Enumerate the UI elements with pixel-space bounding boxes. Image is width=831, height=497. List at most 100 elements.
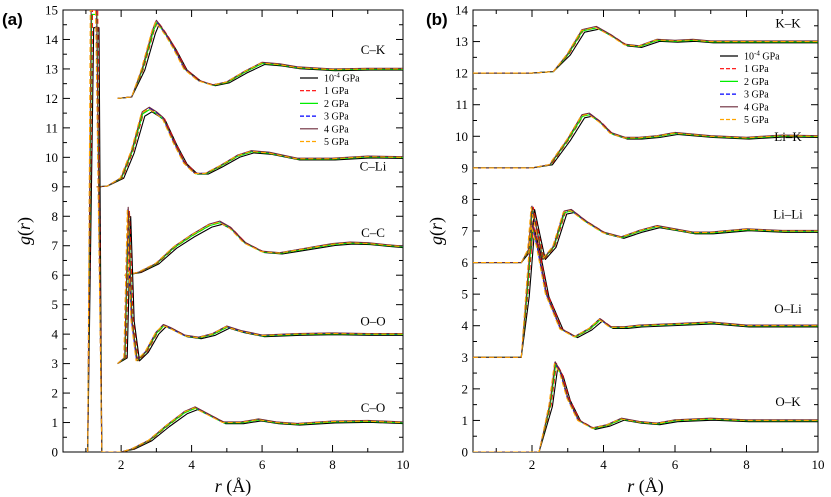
panel-a-legend-label: 10-4 GPa <box>324 72 360 85</box>
panel-a-curve-c-o-4-gpa <box>87 10 403 452</box>
panel-a-xtick-label: 2 <box>118 457 125 472</box>
panel-b-xtick-label: 4 <box>600 457 607 472</box>
panel-b-pair-label: K–K <box>775 15 801 30</box>
panel-b-curve-o-li-10-4-gpa <box>473 229 818 358</box>
panel-a-xtick-label: 8 <box>329 457 336 472</box>
panel-b-curve-li-li-5-gpa <box>473 206 818 264</box>
panel-a-ytick-label: 3 <box>52 356 59 371</box>
panel-b-xtick-label: 8 <box>743 457 750 472</box>
panel-b-curve-o-k-1-gpa <box>473 363 818 452</box>
panel-a-ytick-label: 9 <box>52 179 59 194</box>
panel-a-legend-label: 3 GPa <box>324 112 349 123</box>
panel-a-curve-c-k-5-gpa <box>117 21 403 99</box>
panel-b-legend-label: 2 GPa <box>744 77 769 88</box>
panel-b-pair-label: Li–Li <box>773 206 803 221</box>
panel-a-ytick-label: 7 <box>52 238 59 253</box>
panel-b-ytick-label: 5 <box>462 287 469 302</box>
panel-a-curve-c-k-2-gpa <box>117 22 403 99</box>
panel-a-ytick-label: 8 <box>52 209 59 224</box>
panel-b-pair-label: Li–K <box>774 129 802 144</box>
panel-a-pair-label: C–Li <box>360 159 387 174</box>
panel-a-curve-o-o-3-gpa <box>117 208 403 365</box>
panel-b-ytick-label: 13 <box>455 34 468 49</box>
panel-b-ytick-label: 3 <box>462 350 469 365</box>
panel-b-legend-label: 4 GPa <box>744 102 769 113</box>
panel-a-pair-label: C–K <box>361 42 386 57</box>
panel-a-x-axis-title: r (Å) <box>215 476 252 497</box>
panel-b-curve-o-k-10-4-gpa <box>473 366 818 452</box>
panel-b-curve-o-li-1-gpa <box>473 224 818 358</box>
panel-b-curve-li-li-4-gpa <box>473 205 818 264</box>
panel-a-legend-label: 2 GPa <box>324 99 349 110</box>
panel-a-ytick-label: 12 <box>45 91 58 106</box>
panel-a-curve-c-c-5-gpa <box>124 221 403 276</box>
panel-a-curve-c-li-2-gpa <box>96 108 403 188</box>
panel-a-curve-c-k-10-4-gpa <box>117 24 403 99</box>
panel-b-legend-label: 10-4 GPa <box>744 50 780 63</box>
panel-a-curve-c-k-4-gpa <box>117 19 403 99</box>
panel-b-ytick-label: 7 <box>462 224 469 239</box>
panel-b-legend-label: 3 GPa <box>744 90 769 101</box>
panel-a-ytick-label: 1 <box>52 415 59 430</box>
panel-b-ytick-label: 8 <box>462 192 469 207</box>
panel-b-curve-o-li-5-gpa <box>473 224 818 358</box>
panel-a-ytick-label: 6 <box>52 268 59 283</box>
panel-a-y-axis-title: g(r) <box>14 217 35 245</box>
panel-b-xtick-label: 10 <box>812 457 825 472</box>
panel-a-legend-label: 1 GPa <box>324 86 349 97</box>
panel-b-curve-o-k-5-gpa <box>473 363 818 452</box>
panel-b-ytick-label: 9 <box>462 160 469 175</box>
panel-a-pair-label: O–O <box>360 313 385 328</box>
panel-a-ytick-label: 13 <box>45 61 58 76</box>
panel-a-xtick-label: 6 <box>259 457 266 472</box>
panel-b-xtick-label: 2 <box>529 457 536 472</box>
panel-b-xtick-label: 6 <box>672 457 679 472</box>
panel-b-ytick-label: 0 <box>462 445 469 460</box>
panel-a-curve-o-o-5-gpa <box>117 209 403 364</box>
panel-b-ytick-label: 11 <box>455 97 468 112</box>
panel-a-ytick-label: 0 <box>52 445 59 460</box>
panel-a-ytick-label: 4 <box>52 327 59 342</box>
panel-a-ytick-label: 11 <box>45 120 58 135</box>
panel-b-ytick-label: 14 <box>455 3 469 18</box>
panel-b-y-axis-title: g(r) <box>426 217 447 245</box>
panel-a-curve-c-k-3-gpa <box>117 20 403 99</box>
panel-b-x-axis-title: r (Å) <box>627 476 664 497</box>
panel-b-tag: (b) <box>426 10 448 29</box>
panel-a-curve-c-li-5-gpa <box>96 108 403 188</box>
panel-b-curve-o-k-3-gpa <box>473 362 818 452</box>
panel-b-legend-label: 5 GPa <box>744 115 769 126</box>
panel-b-pair-label: O–Li <box>774 301 802 316</box>
panel-a-pair-label: C–C <box>361 225 385 240</box>
panel-a-curve-c-li-3-gpa <box>96 107 403 188</box>
panel-b-ytick-label: 4 <box>462 318 469 333</box>
panel-b-ytick-label: 6 <box>462 255 469 270</box>
panel-b-curve-k-k-5-gpa <box>473 26 818 74</box>
panel-b-curve-o-k-4-gpa <box>473 361 818 452</box>
panel-b-ytick-label: 10 <box>455 129 468 144</box>
panel-b-curve-o-li-3-gpa <box>473 222 818 358</box>
panel-a-ytick-label: 5 <box>52 297 59 312</box>
panel-b-ytick-label: 12 <box>455 66 468 81</box>
panel-a-curve-c-li-4-gpa <box>96 106 403 188</box>
panel-b-pair-label: O–K <box>775 394 801 409</box>
panel-a-xtick-label: 10 <box>397 457 410 472</box>
panel-a-ytick-label: 2 <box>52 386 59 401</box>
panel-a-curve-c-li-10-4-gpa <box>96 111 403 188</box>
panel-a-legend-label: 5 GPa <box>324 137 349 148</box>
panel-a-legend-label: 4 GPa <box>324 124 349 135</box>
panel-b-legend-label: 1 GPa <box>744 64 769 75</box>
panel-b-curve-o-li-2-gpa <box>473 225 818 358</box>
panel-a-curve-c-c-4-gpa <box>124 220 403 276</box>
panel-b-curve-li-k-5-gpa <box>473 113 818 169</box>
panel-a-ytick-label: 15 <box>45 3 58 18</box>
panel-a-curve-o-o-4-gpa <box>117 206 403 365</box>
panel-a-pair-label: C–O <box>361 400 386 415</box>
panel-b-ytick-label: 2 <box>462 381 469 396</box>
panel-b-curves <box>473 25 818 452</box>
panel-b-ytick-label: 1 <box>462 413 469 428</box>
panel-a-curve-c-o-5-gpa <box>87 10 403 452</box>
panel-a-curve-c-k-1-gpa <box>117 21 403 99</box>
panel-a-curves <box>87 10 403 452</box>
